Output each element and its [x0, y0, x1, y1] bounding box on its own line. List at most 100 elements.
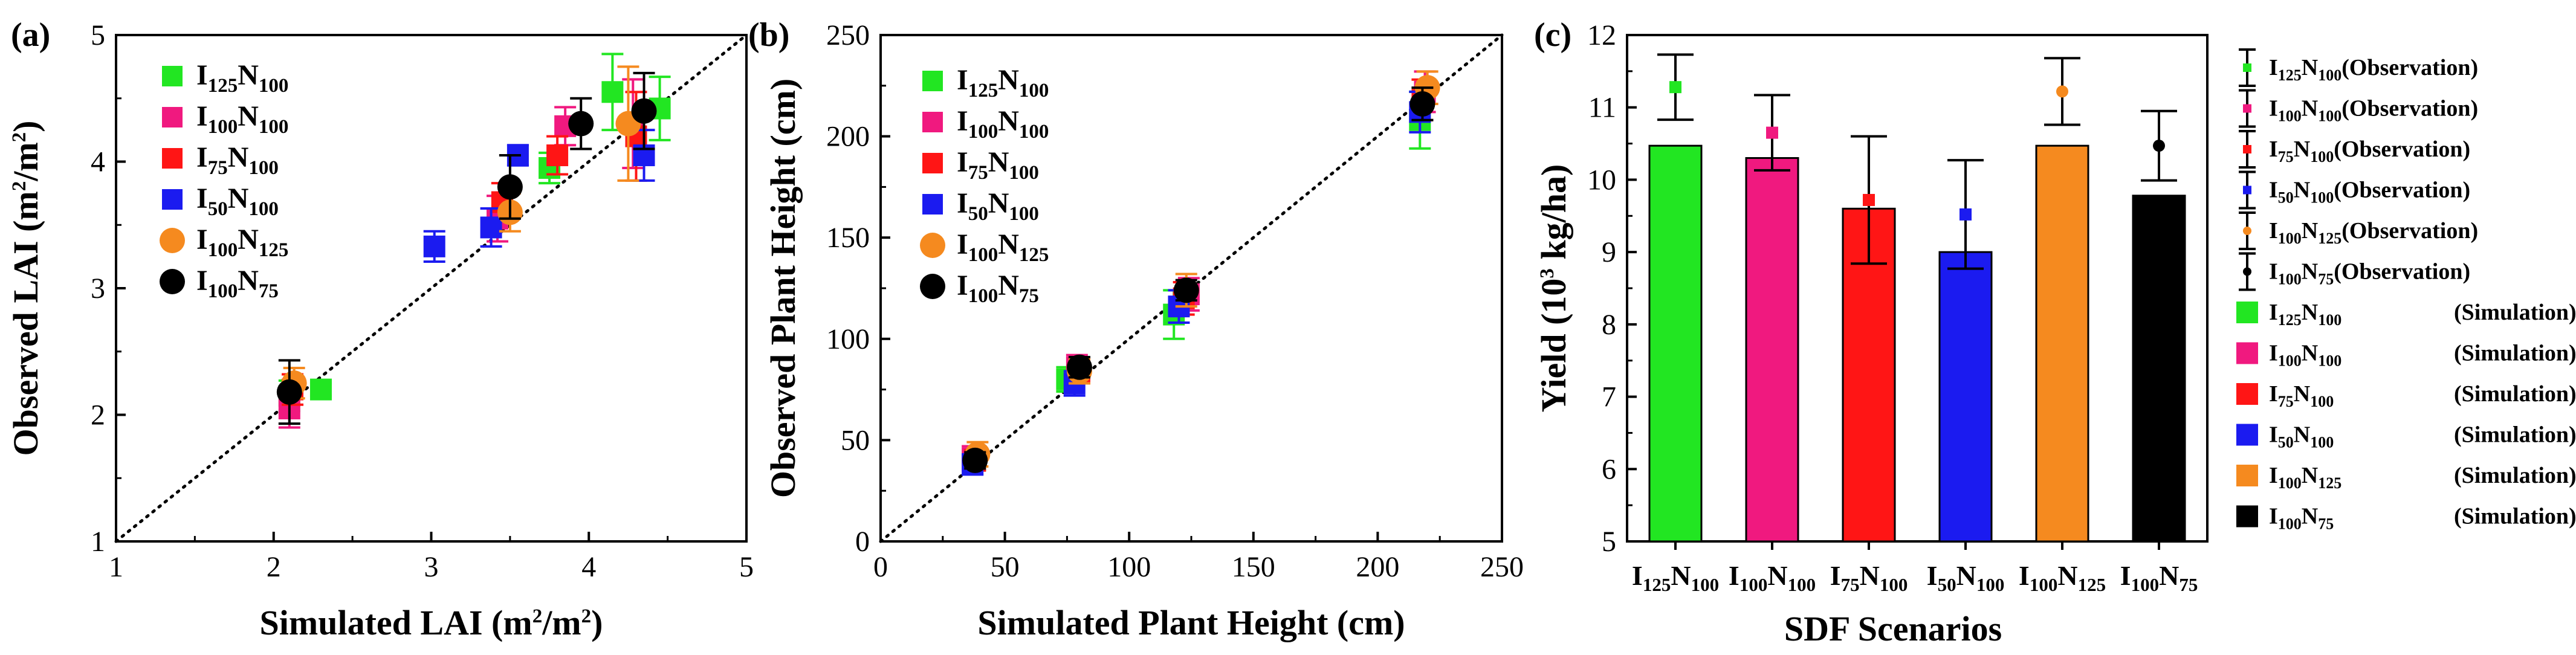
data-point — [962, 447, 988, 473]
y-tick-label: 2 — [91, 399, 105, 431]
category-label: I75N100 — [1830, 560, 1908, 595]
legend-label: I75N100 — [957, 146, 1039, 184]
y-tick-label: 8 — [1602, 309, 1616, 341]
y-tick-label: 3 — [91, 273, 105, 305]
legend-label: I100N100 (Simulation) — [2269, 341, 2576, 370]
y-tick-label: 10 — [1587, 164, 1616, 196]
legend: I125N100(Observation) I100N100(Observatio… — [2236, 48, 2576, 533]
legend-marker — [160, 228, 185, 253]
plot-frame — [1626, 34, 2209, 543]
legend-swatch — [2236, 424, 2258, 446]
x-tick-label: 1 — [109, 551, 123, 583]
legend-label: I75N100(Observation) — [2269, 137, 2470, 166]
simulation-bar — [2132, 195, 2186, 543]
y-tick-label: 11 — [1588, 92, 1616, 124]
legend-label: I50N100 (Simulation) — [2269, 422, 2576, 451]
x-tick-label: 250 — [1480, 551, 1524, 583]
legend-label: I100N75 (Simulation) — [2269, 504, 2576, 533]
data-point — [1409, 91, 1435, 117]
x-tick-label: 0 — [873, 551, 888, 583]
y-tick-label: 4 — [91, 146, 105, 178]
y-axis-title: Yield (103 kg/ha) — [1534, 164, 1573, 413]
legend-marker — [2243, 145, 2251, 153]
legend-label: I50N100 — [957, 187, 1039, 225]
legend-label: I100N125 — [196, 224, 288, 261]
series-5 — [276, 71, 657, 425]
series-3 — [423, 129, 655, 263]
y-tick-label: 5 — [91, 19, 105, 51]
data-point — [601, 81, 624, 103]
observation-point — [1960, 208, 1972, 221]
category-label: I100N100 — [1729, 560, 1816, 595]
legend-label: I125N100 — [957, 64, 1049, 102]
panel-label: (c) — [1534, 16, 1571, 54]
simulation-bar — [1648, 144, 1703, 543]
legend-marker — [920, 233, 945, 258]
y-tick-label: 250 — [826, 19, 870, 51]
simulation-bar — [2035, 144, 2089, 543]
legend-swatch — [2236, 505, 2258, 528]
legend-marker — [160, 269, 185, 294]
legend-marker — [922, 153, 943, 173]
legend-marker — [2243, 63, 2251, 72]
y-axis-title: Observed Plant Height (cm) — [763, 79, 803, 498]
legend-label: I100N75 — [196, 265, 279, 302]
legend-label: I100N125(Observation) — [2269, 218, 2478, 247]
simulation-bar — [1745, 157, 1799, 543]
data-point — [1173, 277, 1199, 303]
x-tick-label: 2 — [267, 551, 281, 583]
y-tick-label: 100 — [826, 323, 870, 355]
x-tick-label: 5 — [739, 551, 754, 583]
y-tick-label: 7 — [1602, 381, 1616, 413]
series-5 — [962, 86, 1435, 473]
y-axis-title: Observed LAI (m2/m2) — [6, 121, 45, 456]
legend-marker — [2243, 267, 2251, 276]
legend-marker — [162, 189, 183, 210]
legend-marker — [920, 274, 945, 299]
legend-marker — [2243, 186, 2251, 195]
data-point — [1066, 354, 1092, 380]
legend-swatch — [2236, 383, 2258, 405]
panel-label: (b) — [748, 16, 789, 54]
x-axis-title: SDF Scenarios — [1784, 609, 2002, 648]
data-point — [423, 235, 445, 257]
x-tick-label: 50 — [991, 551, 1020, 583]
observation-point — [2056, 85, 2068, 98]
legend: I125N100I100N100I75N100I50N100I100N125I1… — [920, 64, 1049, 307]
legend-label: I100N75(Observation) — [2269, 259, 2470, 288]
category-label: I50N100 — [1927, 560, 2005, 595]
x-tick-label: 100 — [1107, 551, 1151, 583]
observation-point — [1863, 193, 1875, 206]
y-tick-label: 1 — [91, 526, 105, 558]
y-tick-label: 5 — [1602, 526, 1616, 558]
one-to-one-line — [114, 33, 748, 543]
legend-swatch — [2236, 302, 2258, 323]
observation-point — [1766, 126, 1778, 139]
data-point — [309, 378, 332, 401]
y-tick-label: 50 — [841, 424, 870, 456]
panel-a-lai-scatter: (a) 1 2 3 4 5 1 2 3 4 5 Simulated LAI (m2/m2) Observ… — [6, 16, 754, 642]
legend-label: I100N100 — [957, 105, 1049, 143]
category-label: I100N125 — [2019, 560, 2106, 595]
data-point — [480, 216, 502, 239]
legend-label: I75N100 (Simulation) — [2269, 381, 2576, 410]
x-tick-label: 3 — [424, 551, 439, 583]
legend-marker — [162, 107, 183, 127]
legend-marker — [162, 66, 183, 86]
panel-label: (a) — [11, 16, 50, 54]
y-tick-label: 150 — [826, 222, 870, 254]
simulation-bar — [1938, 251, 1993, 543]
legend-label: I75N100 — [196, 141, 279, 179]
legend-marker — [922, 194, 943, 215]
legend-swatch — [2236, 465, 2258, 486]
x-axis-title: Simulated LAI (m2/m2) — [260, 603, 603, 642]
legend-label: I100N100(Observation) — [2269, 96, 2478, 125]
y-tick-label: 0 — [855, 526, 870, 558]
series-0 — [278, 53, 671, 413]
x-tick-label: 200 — [1356, 551, 1399, 583]
legend-label: I50N100 — [196, 182, 279, 220]
x-tick-label: 4 — [581, 551, 596, 583]
observation-point — [1669, 81, 1681, 94]
x-axis-title: Simulated Plant Height (cm) — [977, 603, 1405, 642]
panel-b-plant-height-scatter: (b) 0 50 100 150 200 250 0 50 100 150 200 250 Simulat… — [748, 16, 1524, 642]
